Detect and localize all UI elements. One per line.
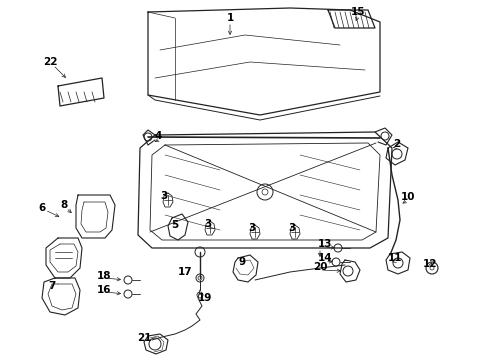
Text: 11: 11: [388, 253, 402, 263]
Text: 12: 12: [423, 259, 437, 269]
Text: 2: 2: [393, 139, 401, 149]
Text: 16: 16: [97, 285, 111, 295]
Text: 9: 9: [239, 257, 245, 267]
Text: 8: 8: [60, 200, 68, 210]
Text: 3: 3: [160, 191, 168, 201]
Text: 3: 3: [248, 223, 256, 233]
Text: 3: 3: [204, 219, 212, 229]
Text: 19: 19: [198, 293, 212, 303]
Text: 14: 14: [318, 253, 332, 263]
Text: 7: 7: [49, 281, 56, 291]
Text: 6: 6: [38, 203, 46, 213]
Text: 18: 18: [97, 271, 111, 281]
Text: 13: 13: [318, 239, 332, 249]
Text: 22: 22: [43, 57, 57, 67]
Text: 4: 4: [154, 131, 162, 141]
Text: 5: 5: [172, 220, 179, 230]
Text: 20: 20: [313, 262, 327, 272]
Text: 1: 1: [226, 13, 234, 23]
Text: 15: 15: [351, 7, 365, 17]
Text: 17: 17: [178, 267, 192, 277]
Text: 10: 10: [401, 192, 415, 202]
Text: 21: 21: [137, 333, 151, 343]
Text: 3: 3: [289, 223, 295, 233]
